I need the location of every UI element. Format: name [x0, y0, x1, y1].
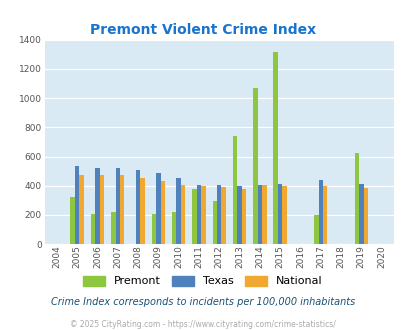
Bar [75, 166, 79, 244]
Text: © 2025 CityRating.com - https://www.cityrating.com/crime-statistics/: © 2025 CityRating.com - https://www.city… [70, 320, 335, 329]
Bar [241, 189, 245, 244]
Bar [212, 201, 216, 244]
Bar [140, 179, 144, 244]
Bar [115, 168, 120, 244]
Bar [160, 182, 164, 244]
Text: Crime Index corresponds to incidents per 100,000 inhabitants: Crime Index corresponds to incidents per… [51, 297, 354, 307]
Bar [237, 186, 241, 244]
Bar [322, 186, 326, 244]
Bar [181, 185, 185, 244]
Bar [192, 189, 196, 244]
Bar [156, 173, 160, 244]
Bar [277, 184, 282, 244]
Text: Premont Violent Crime Index: Premont Violent Crime Index [90, 23, 315, 37]
Bar [221, 187, 225, 244]
Bar [100, 175, 104, 244]
Bar [95, 168, 100, 244]
Bar [151, 214, 156, 244]
Bar [363, 188, 367, 244]
Bar [282, 186, 286, 244]
Bar [200, 186, 205, 244]
Bar [318, 180, 322, 244]
Bar [262, 185, 266, 244]
Bar [172, 212, 176, 244]
Bar [176, 179, 181, 244]
Bar [257, 185, 262, 244]
Legend: Premont, Texas, National: Premont, Texas, National [79, 271, 326, 291]
Bar [354, 153, 358, 244]
Bar [358, 184, 363, 244]
Bar [273, 52, 277, 244]
Bar [79, 175, 83, 244]
Bar [91, 214, 95, 244]
Bar [313, 215, 318, 244]
Bar [135, 170, 140, 244]
Bar [196, 185, 201, 244]
Bar [120, 175, 124, 244]
Bar [111, 212, 115, 244]
Bar [216, 185, 221, 244]
Bar [232, 136, 237, 244]
Bar [70, 197, 75, 244]
Bar [252, 88, 257, 244]
